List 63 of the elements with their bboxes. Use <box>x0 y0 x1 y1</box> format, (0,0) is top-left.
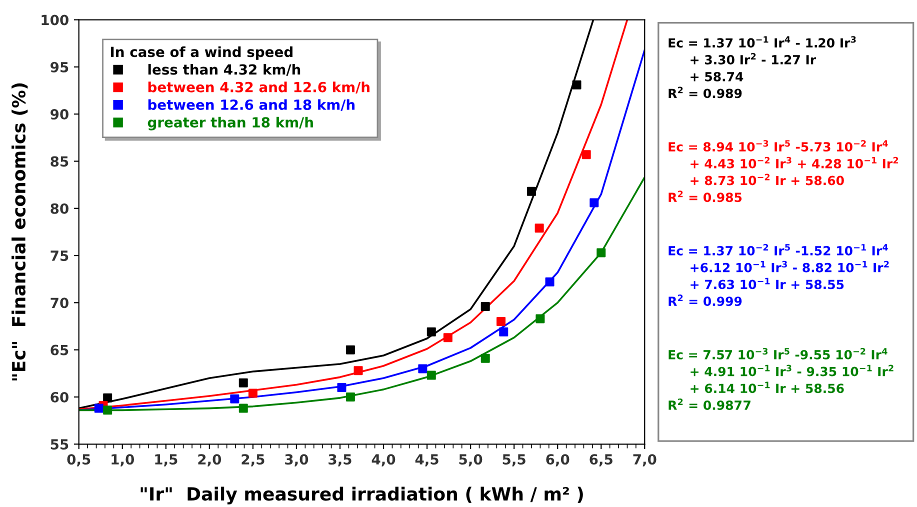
point <box>499 327 508 336</box>
x-tick-label: 7,0 <box>633 454 656 466</box>
x-tick-label: 5,0 <box>459 454 482 466</box>
y-tick-label: 70 <box>50 298 68 308</box>
y-tick-label: 85 <box>50 156 68 167</box>
legend-title: In case of a wind speed <box>111 46 292 60</box>
point <box>582 150 591 160</box>
point <box>526 186 536 196</box>
legend-label: between 12.6 and 18 km/h <box>148 99 355 112</box>
point <box>590 198 599 208</box>
point <box>426 370 436 380</box>
y-tick-label: 95 <box>50 62 68 72</box>
point <box>346 392 355 402</box>
point <box>536 314 545 324</box>
point <box>238 378 248 388</box>
x-tick-label: 6,5 <box>590 454 612 466</box>
legend-label: between 4.32 and 12.6 km/h <box>148 82 370 94</box>
point <box>230 394 240 404</box>
point <box>103 406 112 415</box>
point <box>426 327 436 336</box>
x-tick-label: 3,5 <box>328 454 352 466</box>
x-tick-label: 4,5 <box>415 454 438 466</box>
point <box>572 80 582 90</box>
point <box>238 404 248 413</box>
y-axis-title: "Ec" Financial economics (%) <box>12 83 28 380</box>
point <box>480 354 490 363</box>
point <box>418 364 428 374</box>
x-tick-label: 6,0 <box>546 454 570 466</box>
point <box>443 333 452 342</box>
x-axis-title: "Ir" Daily measured irradiation ( kWh / m² ) <box>140 486 583 504</box>
y-tick-label: 90 <box>50 109 68 120</box>
x-tick-label: 2,5 <box>242 454 264 466</box>
point <box>480 302 490 311</box>
text: Ec = 7.57 10$^{−3}$ Ir$^{5}$ -9.55 10$^{−2}$ Ir$^{4}$ + 4.91 10$^{−1}$ Ir$^{3}$ - 9.35 10$^{−1}$ Ir$^{2}$ + 6.14 10$^{−1}$ Ir + 58.56 R$^{2}$ = 0.9877 <box>668 348 894 410</box>
point <box>337 383 346 392</box>
point <box>94 404 104 413</box>
y-tick-label: 100 <box>42 14 68 26</box>
point <box>248 388 258 398</box>
y-tick-label: 75 <box>50 250 68 261</box>
x-tick-label: 1,5 <box>155 454 178 466</box>
line-series <box>78 176 645 412</box>
legend-label: greater than 18 km/h <box>148 116 313 130</box>
y-tick-label: 80 <box>50 203 68 214</box>
legend-label: less than 4.32 km/h <box>148 64 300 76</box>
text: Ec = 1.37 10$^{−2}$ Ir$^{5}$ -1.52 10$^{−1}$ Ir$^{4}$ +6.12 10$^{−1}$ Ir$^{3}$ - 8.82 10$^{−1}$ Ir$^{2}$ + 7.63 10$^{−1}$ Ir + 58.55 R$^{2}$ = 0.999 <box>668 244 889 306</box>
x-tick-label: 3,0 <box>285 454 308 466</box>
y-tick-label: 65 <box>50 344 68 356</box>
x-tick-label: 1,0 <box>112 454 134 466</box>
y-tick-label: 60 <box>50 392 68 402</box>
y-tick-label: 55 <box>50 439 68 450</box>
point <box>496 317 506 326</box>
point <box>534 224 544 233</box>
text: Ec = 1.37 10$^{−1}$ Ir$^{4}$ - 1.20 Ir$^{3}$ + 3.30 Ir$^{2}$ - 1.27 Ir + 58.74 R$^{2}$ = 0.989 <box>668 36 856 98</box>
point <box>545 277 554 286</box>
x-tick-label: 0,5 <box>67 454 90 466</box>
text: Ec = 8.94 10$^{−3}$ Ir$^{5}$ -5.73 10$^{−2}$ Ir$^{4}$ + 4.43 10$^{−2}$ Ir$^{3}$ + 4.28 10$^{−1}$ Ir$^{2}$ + 8.73 10$^{−2}$ Ir + 58.60 R$^{2}$ = 0.985 <box>668 140 898 202</box>
x-tick-label: 2,0 <box>198 454 222 466</box>
x-tick-label: 5,5 <box>502 454 526 466</box>
x-tick-label: 4,0 <box>372 454 396 466</box>
point <box>346 345 355 354</box>
point <box>354 366 363 376</box>
point <box>103 393 112 402</box>
point <box>596 248 606 258</box>
